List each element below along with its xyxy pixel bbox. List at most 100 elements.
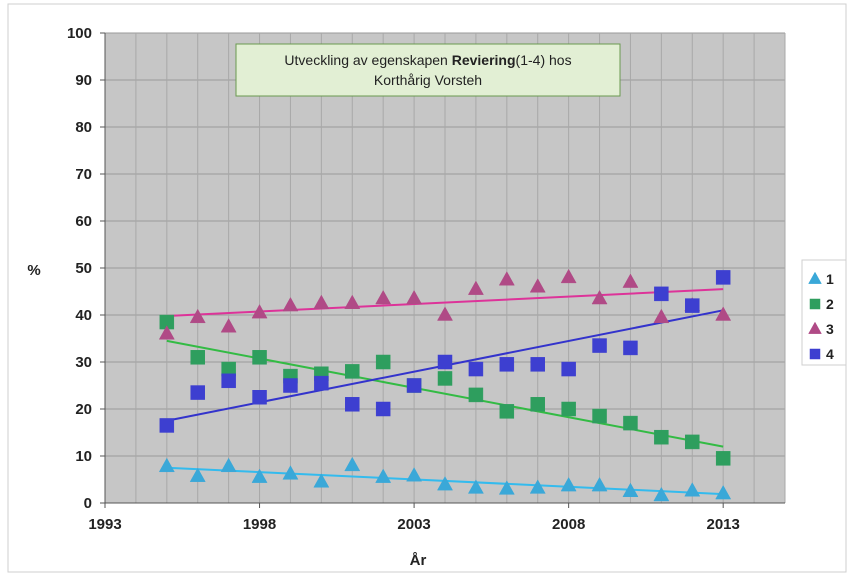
point-series-1 [498, 480, 515, 495]
point-series-3 [251, 304, 268, 319]
x-tick-labels: 1993 1998 2003 2008 2013 [88, 516, 740, 533]
y-tick-labels: 0 10 20 30 40 50 60 70 80 90 100 [67, 25, 92, 512]
point-series-2 [592, 408, 607, 424]
x-tick-label: 1998 [243, 516, 276, 533]
point-series-4 [715, 270, 731, 285]
title-box [235, 43, 621, 97]
x-tick-label: 2013 [706, 516, 739, 533]
y-tick-label: 90 [75, 72, 92, 89]
y-tick-label: 10 [75, 448, 92, 465]
point-series-1 [313, 473, 330, 488]
point-series-3 [437, 306, 453, 321]
point-series-1 [375, 468, 392, 483]
point-series-4 [159, 418, 175, 433]
data-points [158, 268, 732, 502]
point-series-2 [499, 404, 515, 419]
y-tick-label: 30 [75, 354, 92, 371]
legend-marker-1 [808, 271, 822, 284]
point-series-4 [252, 390, 267, 405]
point-series-1 [529, 479, 546, 494]
title-line-2: Korthårig Vorsteh [374, 72, 482, 88]
point-series-1 [220, 457, 237, 473]
point-series-4 [375, 401, 391, 417]
legend-label-4: 4 [826, 346, 834, 362]
point-series-1 [406, 467, 423, 482]
chart-title: Utveckling av egenskapen Reviering(1-4) … [235, 43, 621, 97]
point-series-4 [190, 385, 205, 400]
point-series-4 [592, 338, 607, 353]
point-series-1 [653, 486, 670, 502]
point-series-2 [715, 451, 731, 466]
y-tick-label: 0 [84, 495, 92, 512]
x-tick-label: 2008 [552, 516, 585, 533]
point-series-1 [282, 465, 299, 480]
point-series-4 [437, 354, 453, 370]
point-series-3 [467, 280, 484, 295]
point-series-3 [529, 278, 546, 293]
point-series-4 [345, 397, 360, 412]
y-tick-label: 100 [67, 25, 92, 42]
point-series-3 [715, 306, 732, 321]
y-tick-label: 50 [75, 260, 92, 277]
point-series-1 [591, 477, 608, 492]
legend-box [801, 259, 847, 366]
legend-marker-3 [808, 321, 822, 334]
point-series-2 [623, 415, 638, 431]
point-series-4 [314, 375, 329, 391]
point-series-2 [375, 354, 391, 370]
x-tick-label: 1993 [88, 516, 121, 533]
y-tick-label: 80 [75, 119, 92, 136]
y-axis-label: % [27, 262, 40, 279]
point-series-2 [685, 434, 700, 450]
point-series-4 [530, 357, 545, 372]
y-tick-label: 20 [75, 401, 92, 418]
point-series-3 [220, 318, 237, 333]
point-series-3 [498, 271, 515, 286]
point-series-3 [622, 273, 639, 288]
point-series-4 [685, 298, 700, 313]
point-series-1 [158, 457, 175, 473]
point-series-1 [622, 482, 639, 497]
x-tick-label: 2003 [397, 516, 430, 533]
point-series-2 [654, 429, 669, 445]
point-series-1 [715, 485, 732, 500]
point-series-2 [437, 371, 453, 386]
point-series-3 [591, 289, 608, 305]
title-line-1: Utveckling av egenskapen Reviering(1-4) … [284, 52, 571, 68]
point-series-2 [345, 364, 360, 379]
point-series-4 [221, 373, 236, 389]
point-series-1 [251, 468, 268, 483]
y-tick-label: 70 [75, 166, 92, 183]
point-series-4 [283, 378, 298, 393]
legend: 1 2 3 4 [801, 259, 847, 366]
legend-marker-4 [809, 348, 821, 360]
point-series-3 [560, 268, 577, 284]
title-line-2-pre: Korthårig Vorsteh [374, 72, 482, 88]
point-series-1 [467, 479, 484, 494]
point-series-4 [654, 286, 669, 302]
y-tick-label: 60 [75, 213, 92, 230]
point-series-4 [499, 357, 515, 372]
point-series-4 [561, 361, 576, 377]
point-series-3 [282, 297, 299, 312]
title-line-1-post: (1-4) hos [516, 52, 572, 68]
point-series-3 [344, 294, 361, 309]
y-tick-label: 40 [75, 307, 92, 324]
point-series-4 [406, 378, 422, 393]
point-series-4 [623, 340, 638, 356]
point-series-2 [530, 397, 545, 412]
point-series-2 [252, 350, 267, 365]
gridlines [105, 32, 786, 503]
title-line-1-bold: Reviering [452, 52, 516, 68]
point-series-1 [344, 456, 361, 472]
point-series-3 [375, 289, 392, 305]
legend-label-3: 3 [826, 321, 834, 337]
legend-marker-2 [809, 298, 821, 310]
title-line-1-pre: Utveckling av egenskapen [284, 52, 451, 68]
point-series-3 [313, 294, 330, 309]
point-series-3 [653, 308, 670, 324]
axes [100, 32, 785, 508]
point-series-1 [560, 477, 577, 492]
